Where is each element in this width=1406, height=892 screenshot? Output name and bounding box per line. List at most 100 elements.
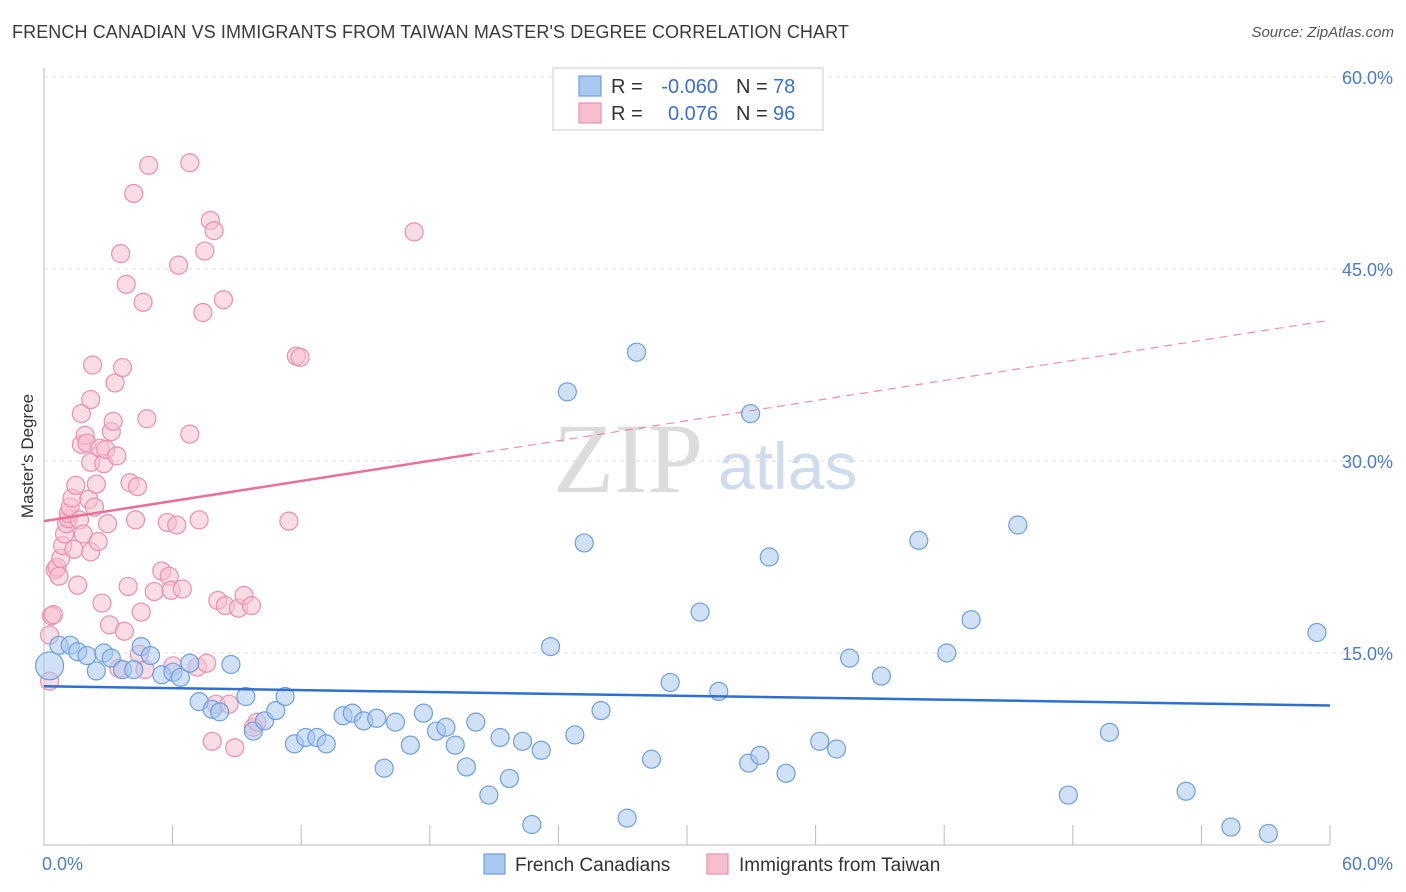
legend-r-label-1: R =	[611, 76, 643, 98]
legend-n-value-2: 96	[773, 103, 795, 125]
bottom-legend-swatch-french	[483, 853, 506, 875]
watermark-zip: ZIP	[553, 403, 703, 514]
french-point-48	[540, 636, 561, 657]
french-point-36	[413, 703, 434, 723]
french-point-34	[385, 712, 406, 732]
french-point-68	[909, 530, 929, 550]
taiwan-point-90	[290, 347, 310, 367]
taiwan-point-70	[189, 510, 209, 530]
y-tick-labels: 15.0% 30.0% 45.0% 60.0%	[1342, 68, 1393, 664]
french-point-0	[35, 651, 65, 681]
taiwan-point-73	[197, 653, 217, 673]
french-point-24	[275, 686, 295, 707]
taiwan-point-31	[88, 532, 108, 552]
french-point-15	[180, 653, 200, 673]
taiwan-point-91	[404, 222, 424, 242]
taiwan-point-53	[131, 602, 151, 622]
trend-line-french	[43, 685, 1331, 707]
taiwan-point-64	[167, 515, 187, 535]
taiwan-point-44	[112, 357, 133, 378]
taiwan-point-27	[81, 389, 101, 410]
french-point-52	[591, 700, 611, 721]
french-point-23	[266, 700, 286, 721]
taiwan-point-58	[144, 581, 164, 602]
french-point-64	[810, 731, 830, 751]
taiwan-point-57	[139, 155, 159, 175]
french-point-62	[759, 547, 779, 567]
taiwan-point-75	[202, 731, 222, 751]
taiwan-point-28	[82, 355, 103, 375]
taiwan-point-65	[168, 255, 189, 275]
french-point-11	[140, 645, 161, 666]
french-point-32	[367, 708, 387, 728]
legend-r-value-1: -0.060	[661, 76, 718, 98]
y-tick-label-60: 60.0%	[1342, 68, 1393, 88]
taiwan-point-3	[43, 604, 63, 625]
taiwan-point-30	[86, 474, 106, 494]
bottom-legend-label-taiwan: Immigrants from Taiwan	[739, 855, 940, 876]
french-point-60	[740, 404, 761, 424]
gridlines	[44, 76, 1393, 654]
taiwan-point-47	[118, 576, 138, 597]
bottom-legend-label-french: French Canadians	[515, 855, 670, 876]
french-point-51	[574, 533, 594, 553]
taiwan-point-33	[92, 593, 112, 613]
taiwan-point-39	[103, 411, 123, 431]
legend-swatch-taiwan	[578, 102, 602, 124]
taiwan-point-68	[180, 424, 200, 444]
legend-n-label-2: N =	[736, 103, 768, 125]
french-point-73	[1099, 722, 1120, 742]
french-point-65	[826, 739, 847, 759]
taiwan-point-56	[137, 409, 157, 429]
legend-r-value-2: 0.076	[668, 103, 718, 125]
french-point-42	[479, 785, 499, 805]
x-tick-marks	[43, 825, 1331, 845]
taiwan-point-43	[111, 244, 131, 264]
french-point-49	[557, 382, 577, 402]
legend-r-label-2: R =	[611, 103, 643, 125]
french-point-14	[170, 667, 191, 687]
french-point-70	[961, 610, 981, 630]
french-point-9	[124, 660, 144, 680]
french-point-71	[1008, 515, 1028, 535]
chart-title: FRENCH CANADIAN VS IMMIGRANTS FROM TAIWA…	[12, 22, 850, 42]
french-point-77	[1307, 622, 1327, 643]
french-point-58	[709, 681, 729, 702]
french-point-55	[641, 749, 662, 769]
french-point-43	[490, 727, 510, 748]
french-point-56	[660, 672, 680, 693]
french-point-75	[1221, 817, 1241, 837]
french-point-33	[374, 758, 394, 778]
taiwan-point-49	[124, 183, 144, 204]
taiwan-point-76	[204, 221, 224, 241]
taiwan-point-40	[105, 373, 125, 393]
french-point-61	[750, 745, 770, 766]
legend-n-label-1: N =	[736, 76, 768, 98]
y-tick-label-45: 45.0%	[1342, 260, 1393, 280]
trend-lines	[43, 319, 1331, 707]
french-point-76	[1258, 823, 1278, 844]
taiwan-point-36	[97, 514, 118, 534]
taiwan-point-79	[213, 290, 234, 310]
taiwan-point-50	[125, 510, 146, 530]
french-point-67	[871, 666, 891, 686]
french-point-47	[531, 740, 551, 760]
french-point-69	[937, 643, 957, 663]
bottom-legend-swatch-taiwan	[706, 853, 729, 875]
watermark-atlas: atlas	[718, 429, 857, 503]
french-point-41	[466, 712, 486, 732]
watermark: ZIP atlas	[553, 403, 857, 514]
taiwan-point-72	[195, 241, 215, 261]
french-point-38	[436, 717, 456, 737]
french-point-66	[840, 648, 860, 668]
taiwan-point-71	[193, 302, 213, 323]
french-point-45	[512, 731, 533, 751]
french-point-35	[400, 735, 420, 755]
trend-line-taiwan-solid	[43, 452, 473, 523]
taiwan-point-85	[241, 596, 262, 616]
french-point-53	[617, 808, 637, 828]
french-point-74	[1176, 781, 1196, 801]
french-point-20	[236, 686, 256, 707]
taiwan-point-67	[180, 153, 200, 173]
